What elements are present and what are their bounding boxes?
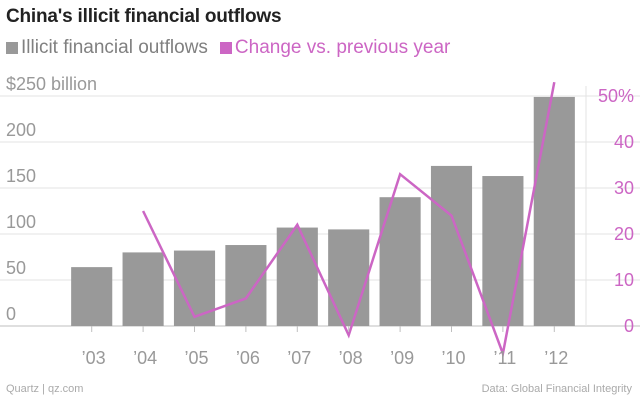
- x-tick-label: ’08: [339, 348, 363, 368]
- x-tick-label: ’09: [390, 348, 414, 368]
- legend-item-bars: Illicit financial outflows: [6, 37, 208, 59]
- right-tick-label: 10: [614, 270, 634, 290]
- right-tick-label: 40: [614, 132, 634, 152]
- legend-label-bars: Illicit financial outflows: [21, 37, 208, 58]
- footer-source-left: Quartz | qz.com: [6, 383, 84, 395]
- x-tick-label: ’11: [494, 348, 517, 368]
- bar-3: [225, 245, 267, 326]
- legend-label-line: Change vs. previous year: [234, 37, 451, 58]
- bar-5: [328, 229, 370, 326]
- left-tick-label: 200: [6, 120, 36, 140]
- x-tick-label: ’12: [544, 348, 568, 368]
- legend-item-line: Change vs. previous year: [219, 37, 451, 59]
- footer-source-right: Data: Global Financial Integrity: [481, 383, 632, 395]
- change-line: [141, 81, 556, 359]
- tick-labels: 0 50 100 150 200 $250 billion 0 10 20 30 40 50% ’03 ’…: [6, 74, 634, 368]
- x-tick-label: ’06: [236, 348, 260, 368]
- x-tick-label: ’04: [133, 348, 157, 368]
- left-tick-label: 50: [6, 258, 26, 278]
- bar-0: [71, 267, 113, 326]
- bar-8: [482, 176, 524, 326]
- right-tick-label: 0: [624, 316, 634, 336]
- x-tick-label: ’10: [441, 348, 465, 368]
- legend: Illicit financial outflows Change vs. pr…: [6, 37, 462, 59]
- chart-title: China's illicit financial outflows: [6, 6, 282, 27]
- left-tick-label: 150: [6, 166, 36, 186]
- legend-swatch-line: [219, 42, 232, 54]
- left-tick-label: $250 billion: [6, 74, 97, 94]
- x-tick-label: ’07: [287, 348, 311, 368]
- legend-swatch-bars: [6, 42, 18, 54]
- bar-9: [533, 96, 575, 326]
- bar-7: [430, 165, 473, 326]
- right-tick-label: 30: [614, 178, 634, 198]
- left-tick-label: 100: [6, 212, 36, 232]
- bar-4: [276, 227, 318, 326]
- x-tick-label: ’05: [184, 348, 208, 368]
- left-tick-label: 0: [6, 304, 16, 324]
- x-tick-label: ’03: [82, 348, 106, 368]
- right-tick-label: 20: [614, 224, 634, 244]
- bar-1: [122, 252, 164, 326]
- right-tick-label: 50%: [598, 86, 634, 106]
- bars: [71, 96, 575, 326]
